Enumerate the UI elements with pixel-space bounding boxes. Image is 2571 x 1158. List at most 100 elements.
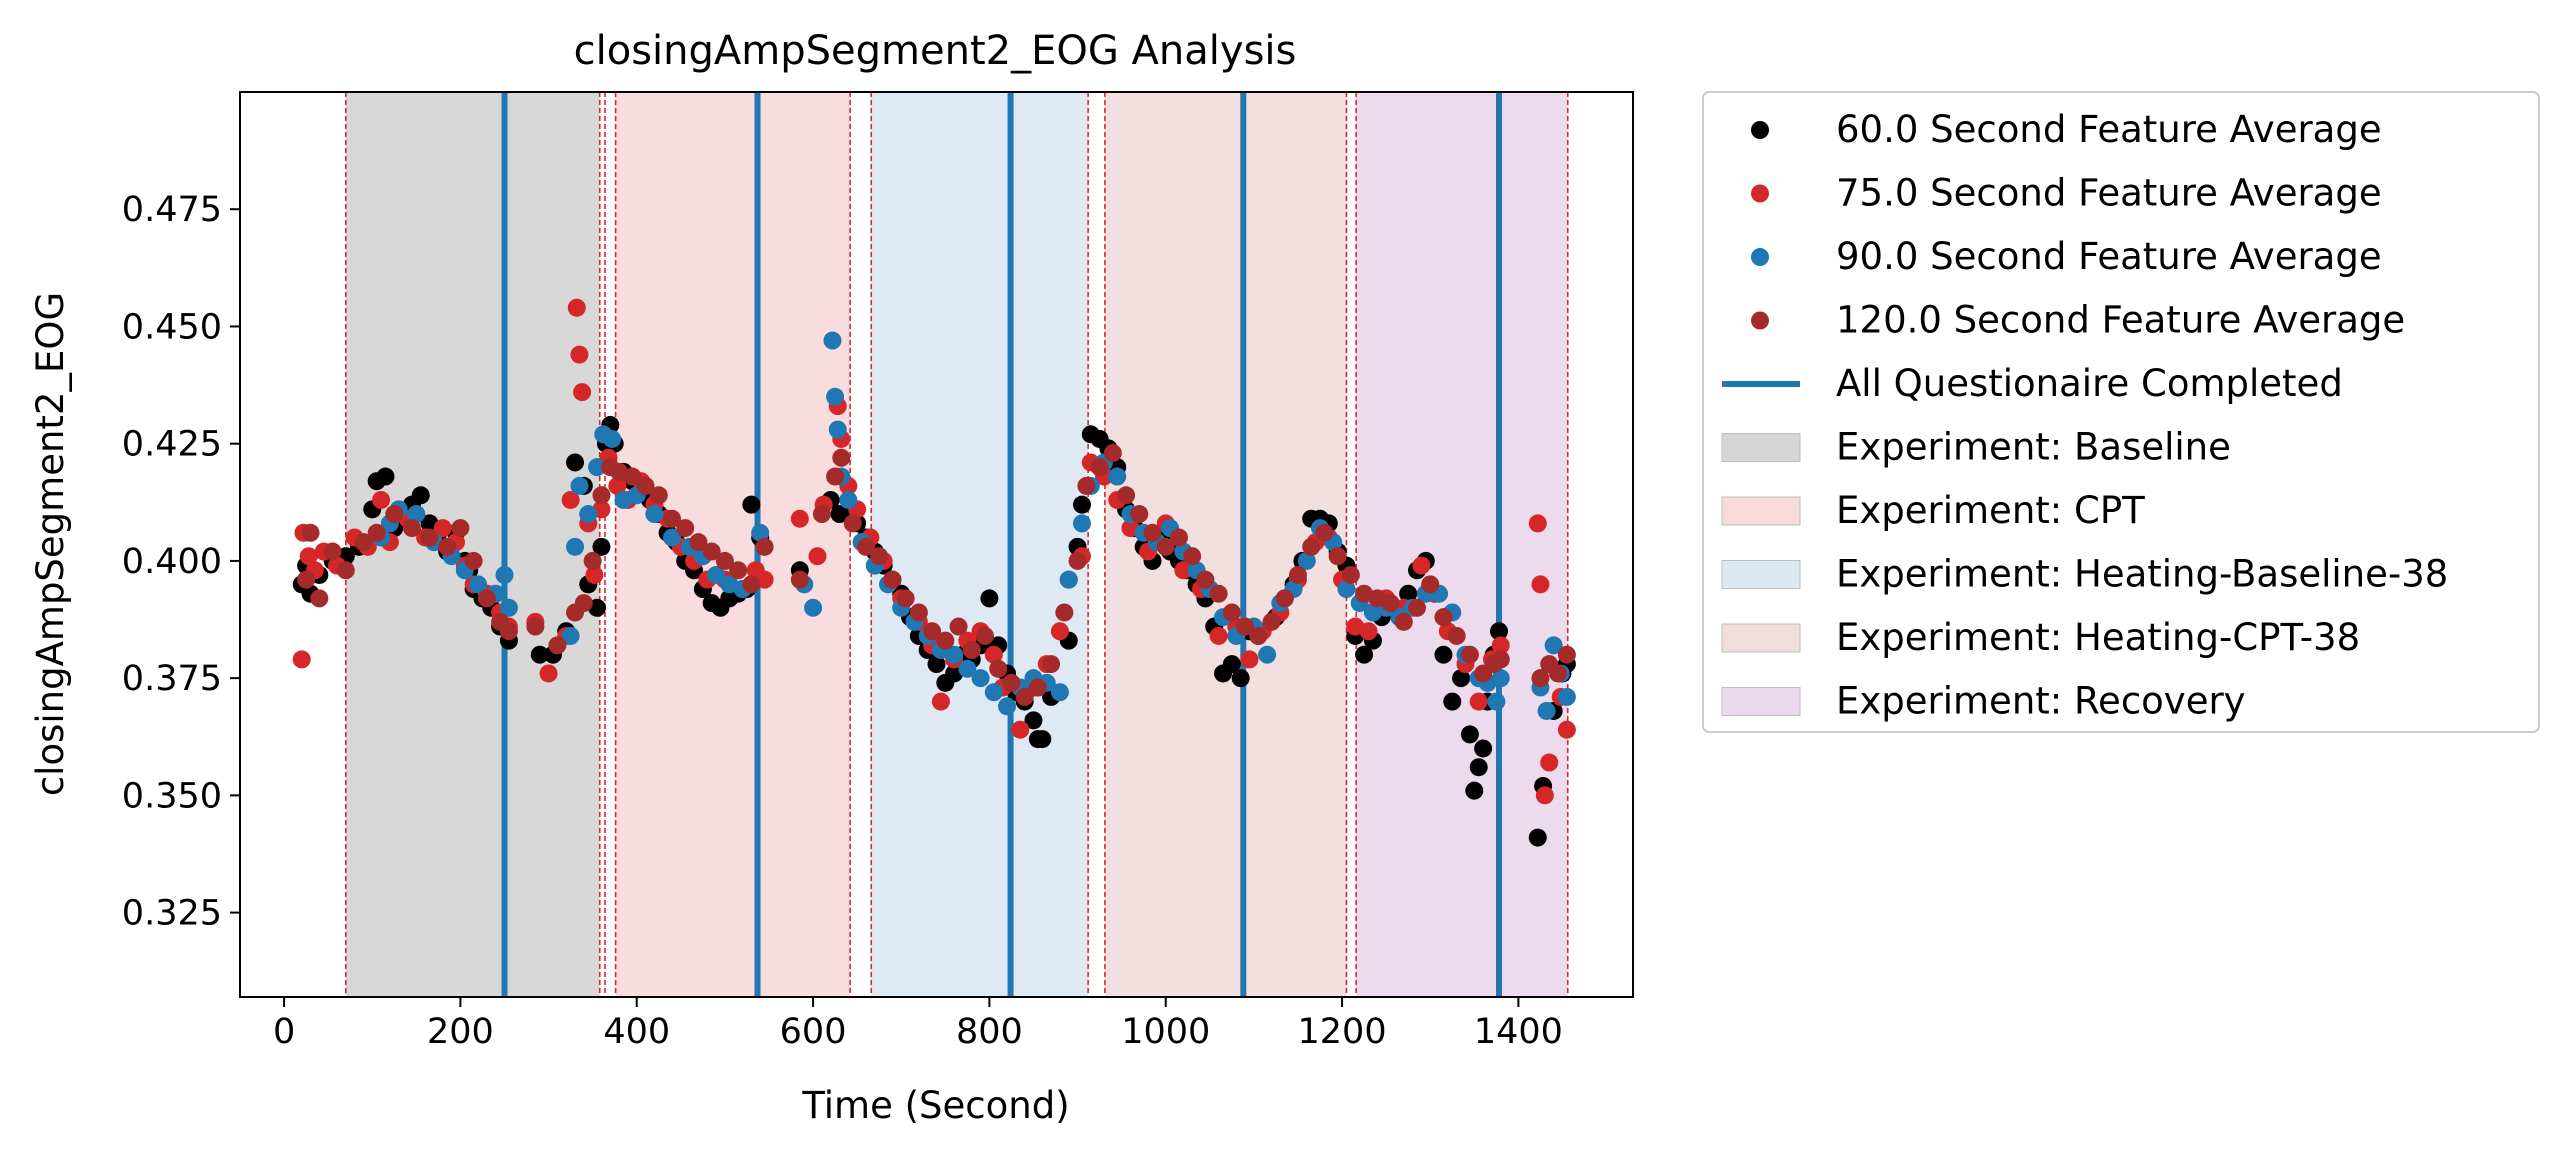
point-series1-84 — [1359, 622, 1378, 641]
point-series3-1 — [301, 523, 320, 542]
point-series3-60 — [1117, 486, 1136, 505]
legend-marker-series-3 — [1751, 311, 1769, 330]
point-series1-22 — [561, 490, 580, 509]
point-series3-81 — [1394, 612, 1413, 631]
point-series3-55 — [1055, 603, 1074, 622]
legend: 60.0 Second Feature Average 75.0 Second F… — [1702, 91, 2540, 733]
point-series3-63 — [1156, 537, 1175, 556]
point-series3-42 — [883, 570, 902, 589]
legend-marker-series-0 — [1751, 121, 1769, 139]
point-series0-101 — [1231, 669, 1250, 688]
legend-label-phase-4: Experiment: Recovery — [1836, 680, 2246, 723]
x-tick-label-4: 800 — [956, 1012, 1023, 1052]
legend-swatch-phase-4 — [1721, 687, 1801, 716]
point-series3-7 — [385, 505, 404, 524]
point-series3-10 — [438, 537, 457, 556]
x-tick-label-3: 600 — [780, 1012, 847, 1052]
point-series3-71 — [1262, 612, 1281, 631]
point-series3-72 — [1275, 589, 1294, 608]
point-series2-55 — [1108, 467, 1127, 486]
point-series3-24 — [623, 467, 642, 486]
point-series2-24 — [707, 565, 726, 584]
point-series1-25 — [573, 383, 592, 402]
point-series3-19 — [574, 594, 593, 613]
point-series3-52 — [1015, 687, 1034, 706]
point-series2-21 — [663, 528, 682, 547]
point-series3-45 — [923, 622, 942, 641]
legend-marker-series-1 — [1751, 184, 1769, 203]
point-series3-5 — [354, 533, 373, 552]
point-series3-9 — [420, 528, 439, 547]
point-series0-125 — [1452, 669, 1471, 688]
point-series3-46 — [936, 631, 955, 650]
point-series3-33 — [742, 575, 761, 594]
point-series3-26 — [649, 486, 668, 505]
point-series3-4 — [336, 561, 355, 580]
point-series3-77 — [1341, 565, 1360, 584]
legend-swatch-phase-0 — [1721, 433, 1801, 462]
point-series3-83 — [1421, 575, 1440, 594]
point-series1-23 — [567, 298, 586, 317]
point-series2-11 — [561, 626, 580, 645]
point-series3-70 — [1249, 626, 1268, 645]
x-tick-label-6: 1200 — [1298, 1012, 1387, 1052]
point-series2-9 — [495, 565, 514, 584]
point-series3-39 — [843, 514, 862, 533]
point-series1-58 — [984, 645, 1003, 664]
point-series2-44 — [971, 669, 990, 688]
point-series0-127 — [1465, 781, 1484, 800]
point-series3-74 — [1302, 537, 1321, 556]
point-series3-86 — [1460, 645, 1479, 664]
point-series3-17 — [548, 636, 567, 655]
point-series0-9 — [376, 467, 395, 486]
x-tick-label-2: 400 — [603, 1012, 670, 1052]
point-series3-25 — [636, 476, 655, 495]
point-series2-52 — [1072, 514, 1091, 533]
point-series0-32 — [592, 537, 611, 556]
point-series2-66 — [1258, 645, 1277, 664]
point-series3-57 — [1077, 476, 1096, 495]
point-series0-79 — [1033, 730, 1052, 749]
point-series3-50 — [989, 659, 1008, 678]
point-series3-54 — [1042, 655, 1061, 674]
point-series0-77 — [1024, 711, 1043, 730]
legend-swatch-phase-3 — [1721, 623, 1801, 653]
point-series3-15 — [499, 622, 518, 641]
x-tick-label-5: 1000 — [1121, 1012, 1210, 1052]
point-series3-69 — [1236, 617, 1255, 636]
point-series3-73 — [1288, 565, 1307, 584]
point-series3-11 — [451, 519, 470, 538]
point-series3-29 — [689, 533, 708, 552]
point-series1-0 — [292, 650, 311, 669]
point-series1-2 — [299, 547, 318, 566]
point-series3-3 — [323, 542, 342, 561]
point-series3-12 — [464, 551, 483, 570]
point-series1-63 — [1050, 622, 1069, 641]
x-axis: 0 200 400 600 800 1000 1200 1400 — [273, 997, 1563, 1052]
legend-frame — [1702, 91, 2540, 733]
point-series3-21 — [592, 486, 611, 505]
point-series2-50 — [1050, 683, 1069, 702]
point-series1-87 — [1412, 556, 1431, 575]
point-series2-90 — [1557, 687, 1576, 706]
phase-span-1 — [615, 92, 851, 997]
point-series1-99 — [1557, 720, 1576, 739]
point-series1-43 — [808, 547, 827, 566]
point-series1-27 — [585, 565, 604, 584]
point-series3-38 — [832, 448, 851, 467]
point-series3-76 — [1328, 547, 1347, 566]
point-series1-93 — [1491, 636, 1510, 655]
point-series3-2 — [310, 589, 329, 608]
point-series3-51 — [1002, 673, 1021, 692]
point-series3-93 — [1557, 645, 1576, 664]
y-tick-label-0: 0.325 — [122, 894, 222, 934]
point-series3-90 — [1531, 669, 1550, 688]
point-series0-25 — [530, 645, 549, 664]
plot-frame — [239, 91, 1634, 998]
point-series0-83 — [1072, 495, 1091, 514]
point-series3-32 — [729, 561, 748, 580]
point-series2-20 — [645, 505, 664, 524]
legend-swatch-phase-1 — [1721, 496, 1801, 526]
point-series2-14 — [579, 505, 598, 524]
point-series0-100 — [1222, 655, 1241, 674]
